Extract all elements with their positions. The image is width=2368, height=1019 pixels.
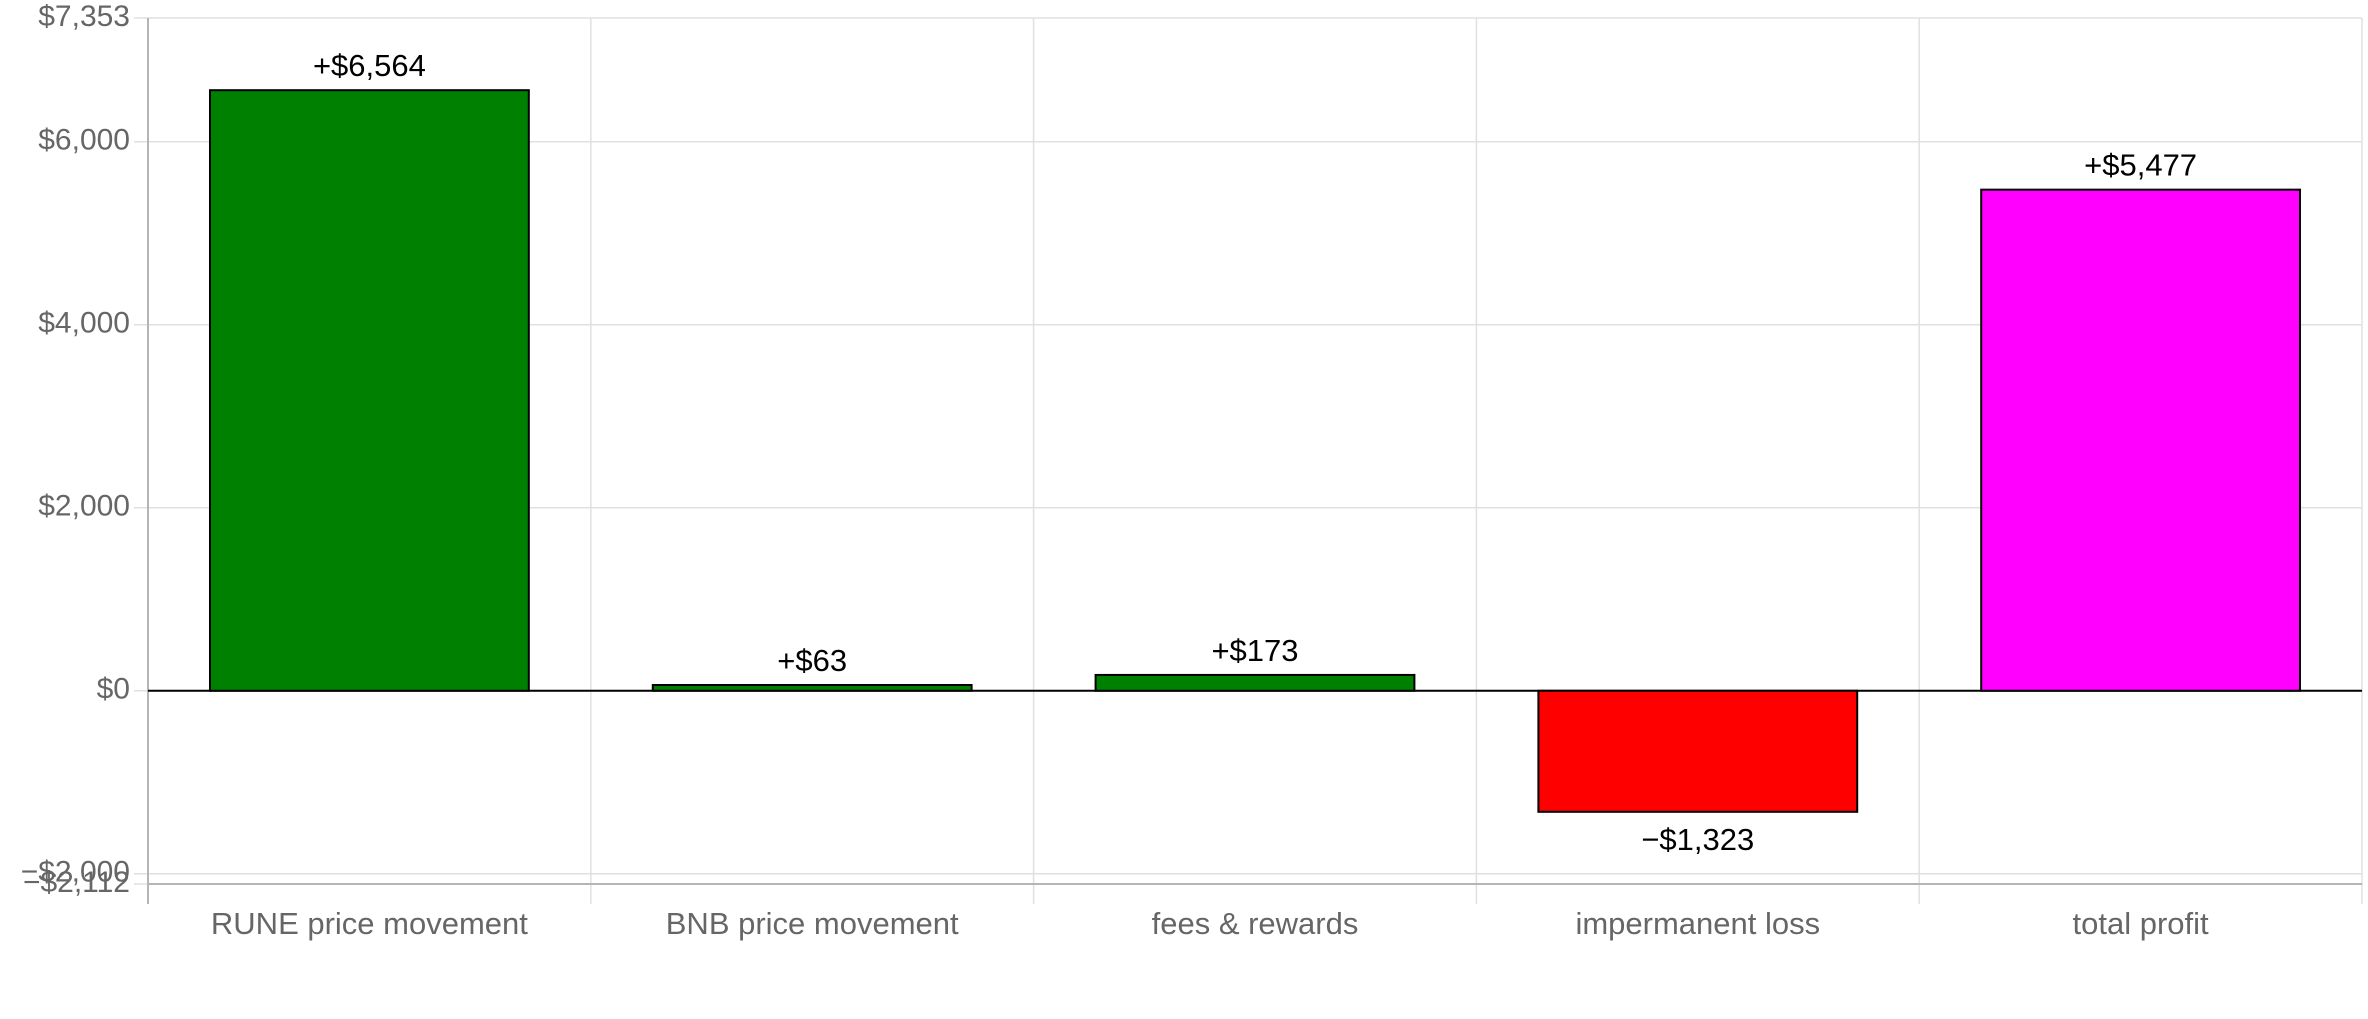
bar-4 — [1537, 689, 1859, 813]
x-tick-label: RUNE price movement — [211, 906, 528, 941]
bar-1 — [208, 89, 530, 692]
y-tick-label: $6,000 — [38, 124, 130, 157]
data-label: −$1,323 — [1641, 822, 1754, 857]
y-tick-label: $2,000 — [38, 490, 130, 523]
data-label: +$173 — [1211, 633, 1298, 668]
data-label: +$6,564 — [313, 48, 426, 83]
y-tick-label: $4,000 — [38, 307, 130, 340]
data-label: +$63 — [777, 643, 847, 678]
y-tick-label: −$2,112 — [23, 866, 130, 899]
x-tick-label: fees & rewards — [1152, 906, 1359, 941]
bars — [208, 89, 2302, 813]
y-tick-label: −$2,000 — [21, 856, 130, 889]
x-tick-label: impermanent loss — [1575, 906, 1820, 941]
y-tick-label: $7,353 — [38, 0, 130, 33]
bar-5 — [1980, 188, 2302, 692]
bar-2 — [651, 683, 973, 692]
y-tick-label: $0 — [97, 673, 130, 706]
labels: $7,353 $6,000 $4,000 $2,000 $0 −$2,000−$2,112… — [21, 0, 2209, 941]
data-label: +$5,477 — [2084, 148, 2197, 183]
bar-3 — [1094, 673, 1416, 692]
x-tick-label: BNB price movement — [666, 906, 959, 941]
x-tick-label: total profit — [2073, 906, 2210, 941]
